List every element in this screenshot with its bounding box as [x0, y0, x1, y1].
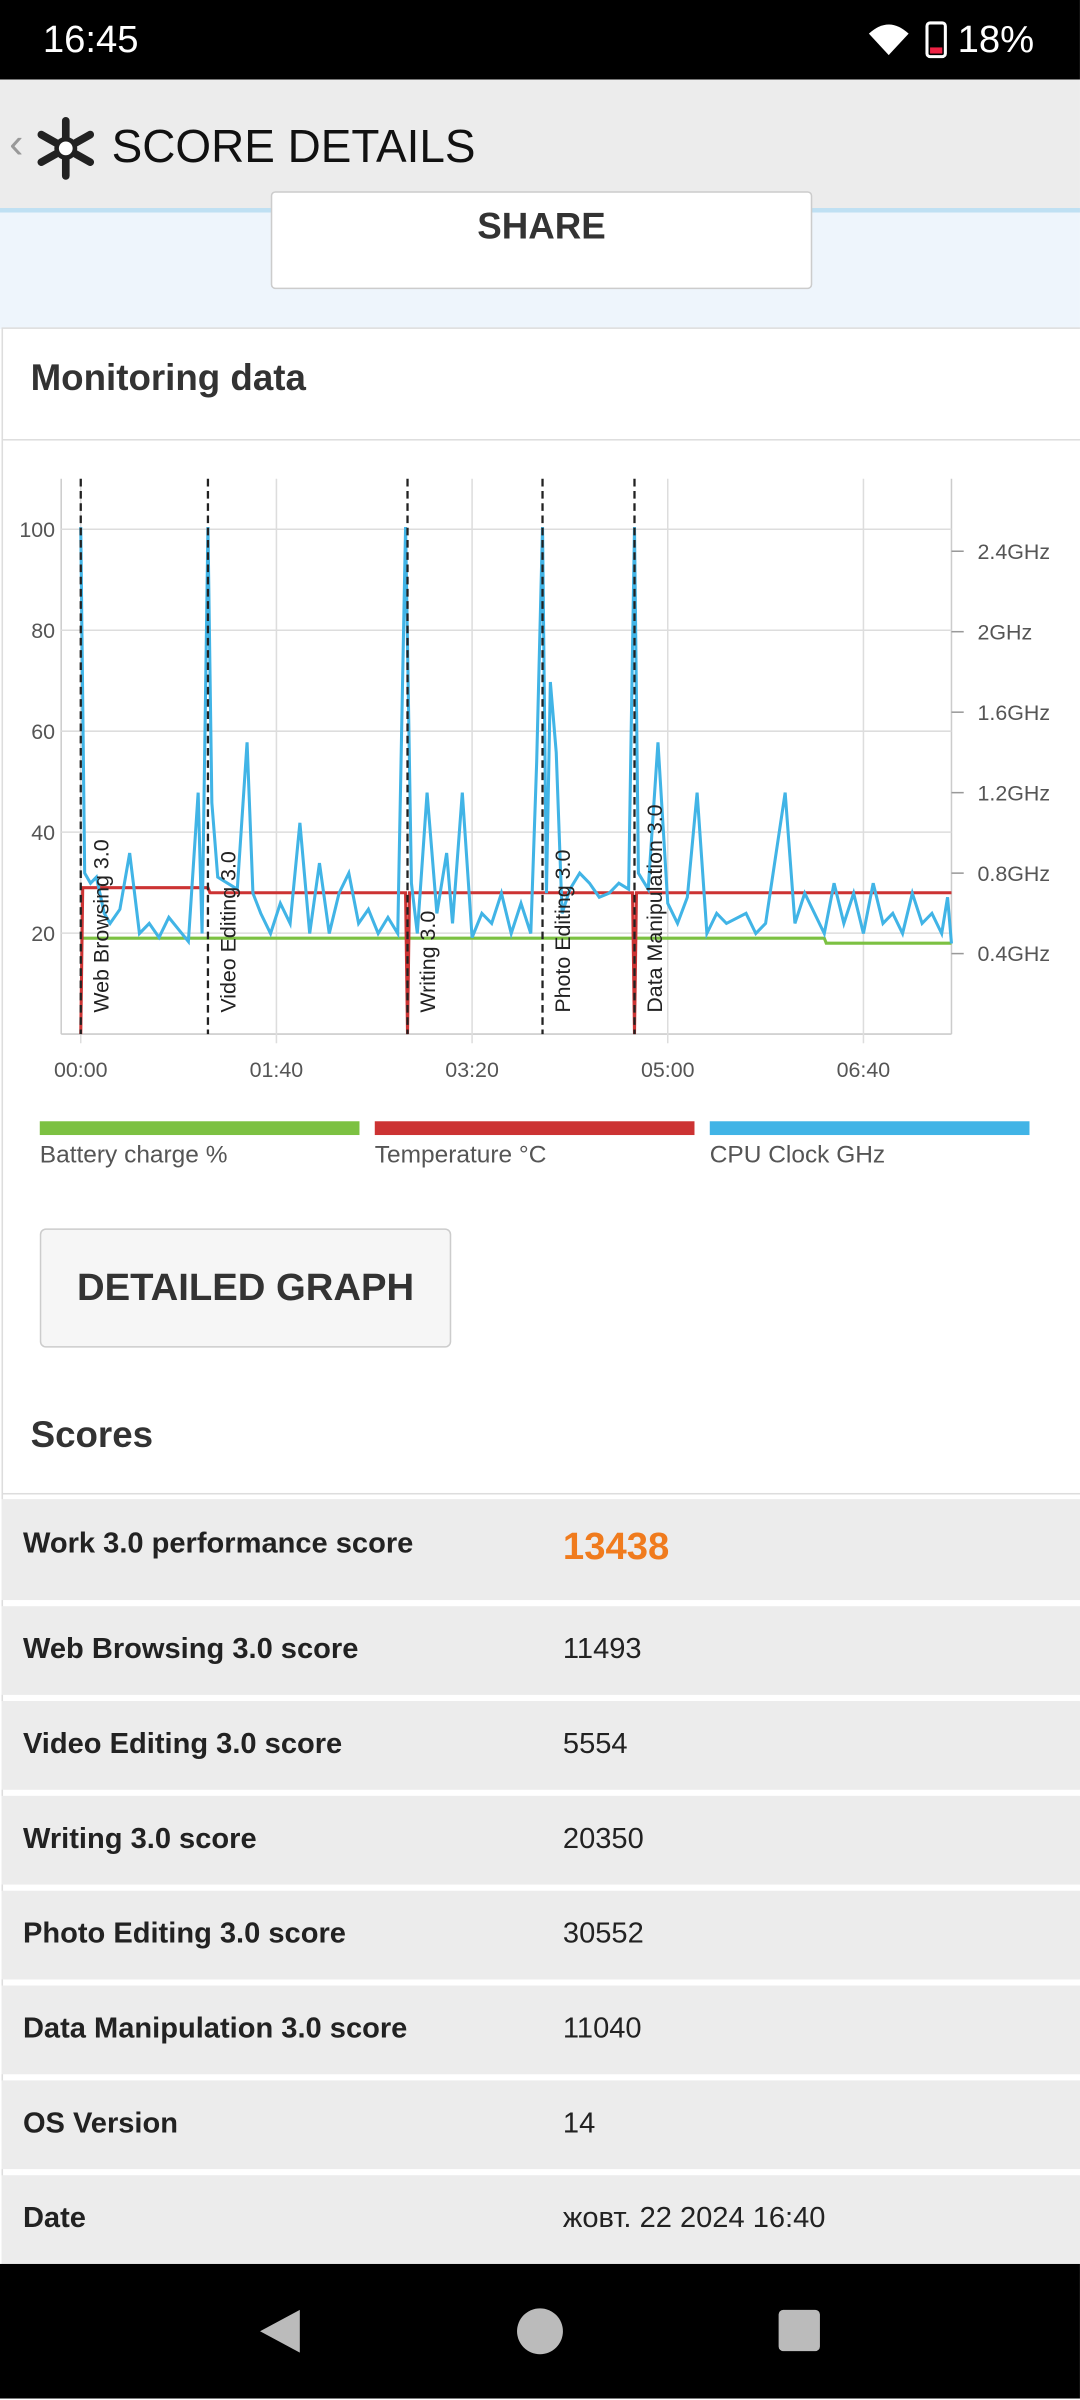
- y-tick-label: 40: [31, 821, 55, 845]
- nav-bar: [0, 2263, 1080, 2399]
- score-value: 30552: [562, 1918, 644, 1951]
- score-label: OS Version: [22, 2107, 179, 2141]
- y2-tick-label: 1.2GHz: [977, 781, 1050, 805]
- event-label: Video Editing 3.0: [216, 851, 240, 1013]
- app-icon: [37, 117, 95, 180]
- score-value: 5554: [562, 1728, 628, 1761]
- detailed-graph-button[interactable]: DETAILED GRAPH: [39, 1228, 452, 1348]
- y-tick-label: 20: [31, 922, 55, 946]
- legend-swatch: [39, 1121, 360, 1136]
- x-tick-label: 06:40: [837, 1058, 891, 1082]
- score-label: Web Browsing 3.0 score: [22, 1633, 359, 1666]
- score-label: Work 3.0 performance score: [22, 1528, 414, 1561]
- section-title: Monitoring data: [30, 357, 306, 400]
- status-bar: 16:45 18%: [0, 0, 1080, 80]
- legend-label: CPU Clock GHz: [710, 1142, 885, 1169]
- score-value: 11040: [562, 2013, 642, 2046]
- section-title: Scores: [30, 1414, 154, 1457]
- score-row: Data Manipulation 3.0 score 11040: [1, 1985, 1080, 2075]
- series-line: [79, 527, 953, 946]
- y2-tick-label: 0.8GHz: [977, 862, 1050, 886]
- event-label: Writing 3.0: [416, 911, 440, 1013]
- status-icons: [868, 21, 947, 59]
- score-label: Photo Editing 3.0 score: [22, 1918, 346, 1951]
- x-tick-label: 00:00: [54, 1058, 108, 1082]
- score-label: Data Manipulation 3.0 score: [22, 2013, 408, 2046]
- legend-label: Battery charge %: [40, 1142, 228, 1169]
- y2-tick-label: 2GHz: [977, 620, 1032, 644]
- event-label: Photo Editing 3.0: [551, 850, 575, 1013]
- y-tick-label: 60: [31, 720, 55, 744]
- score-value: 14: [562, 2107, 596, 2141]
- divider: [1, 439, 1080, 441]
- score-value: 11493: [562, 1633, 642, 1666]
- score-label: Video Editing 3.0 score: [22, 1728, 343, 1761]
- legend-label: Temperature °C: [375, 1142, 547, 1169]
- time: 16:45: [42, 18, 139, 62]
- y-tick-label: 80: [31, 619, 55, 643]
- score-row: Work 3.0 performance score 13438: [1, 1499, 1080, 1601]
- event-label: Data Manipulation 3.0: [643, 804, 667, 1012]
- event-label: Web Browsing 3.0: [89, 839, 113, 1012]
- score-row: Video Editing 3.0 score 5554: [1, 1701, 1080, 1790]
- x-tick-label: 01:40: [250, 1058, 304, 1082]
- legend-swatch: [374, 1121, 695, 1136]
- series-line: [80, 936, 952, 945]
- score-row: Web Browsing 3.0 score 11493: [1, 1606, 1080, 1695]
- score-label: Date: [22, 2202, 86, 2235]
- y2-tick-label: 0.4GHz: [977, 942, 1050, 966]
- score-row: Writing 3.0 score 20350: [1, 1795, 1080, 1885]
- score-value: 13438: [562, 1525, 670, 1568]
- score-value: 20350: [562, 1823, 644, 1856]
- share-button[interactable]: SHARE: [270, 191, 813, 290]
- score-value: жовт. 22 2024 16:40: [562, 2202, 826, 2235]
- nav-icons: [260, 2308, 820, 2355]
- series-line: [79, 886, 952, 1035]
- x-tick-label: 05:00: [641, 1058, 695, 1082]
- score-row: Date жовт. 22 2024 16:40: [1, 2175, 1080, 2264]
- score-row: Photo Editing 3.0 score 30552: [1, 1890, 1080, 1980]
- divider: [1, 1492, 1080, 1495]
- back-arrow[interactable]: ‹: [9, 119, 24, 167]
- score-row: OS Version 14: [1, 2080, 1080, 2170]
- chart: 20 40 60 80 100 0.4GHz 0.8GHz 1.2GHz 1.6GHz 2GHz 2…: [19, 478, 1050, 1169]
- battery-level: 18%: [957, 18, 1035, 62]
- legend-swatch: [709, 1121, 1030, 1136]
- screen-title: SCORE DETAILS: [111, 122, 476, 173]
- score-label: Writing 3.0 score: [22, 1823, 257, 1856]
- y2-tick-label: 2.4GHz: [977, 540, 1050, 564]
- x-tick-label: 03:20: [445, 1058, 499, 1082]
- y2-tick-label: 1.6GHz: [977, 701, 1050, 725]
- y-tick-label: 100: [19, 518, 55, 542]
